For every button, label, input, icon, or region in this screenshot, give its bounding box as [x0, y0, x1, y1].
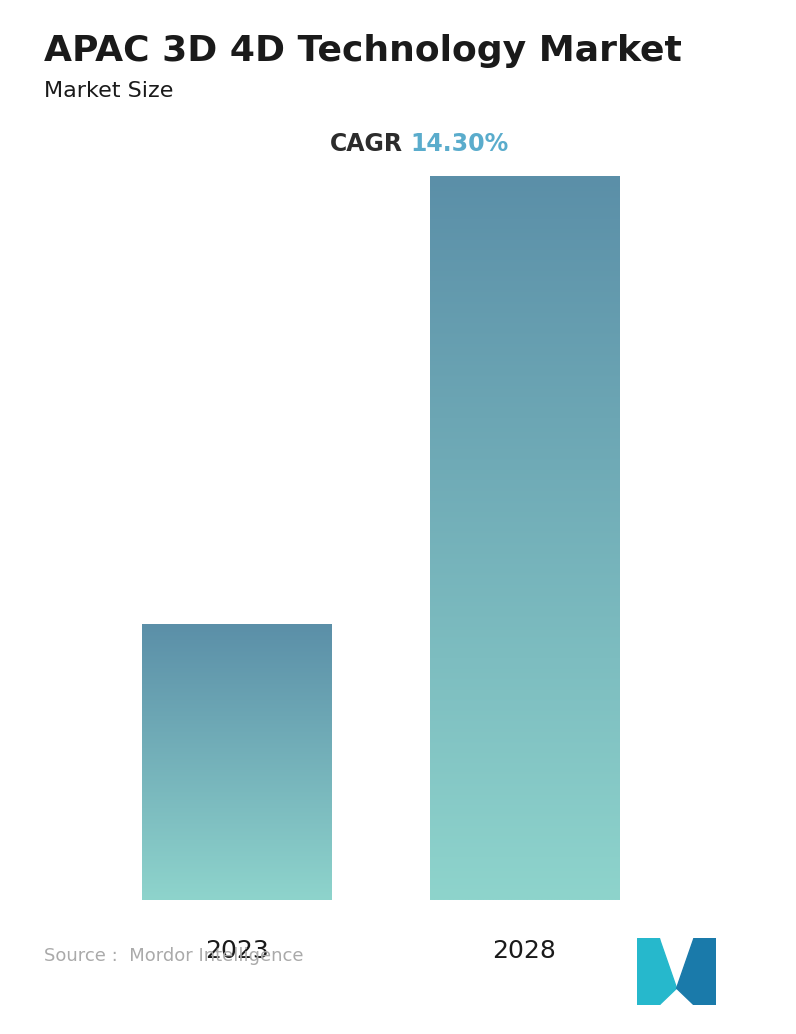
Text: 2023: 2023	[205, 939, 269, 964]
Polygon shape	[677, 938, 694, 1005]
Polygon shape	[659, 938, 677, 1005]
Text: APAC 3D 4D Technology Market: APAC 3D 4D Technology Market	[44, 34, 681, 68]
Text: Source :  Mordor Intelligence: Source : Mordor Intelligence	[44, 947, 303, 966]
Bar	[694, 938, 716, 1005]
Text: 2028: 2028	[492, 939, 556, 964]
Text: CAGR: CAGR	[330, 132, 404, 156]
Text: 14.30%: 14.30%	[410, 132, 508, 156]
Text: Market Size: Market Size	[44, 81, 174, 100]
Bar	[637, 938, 659, 1005]
